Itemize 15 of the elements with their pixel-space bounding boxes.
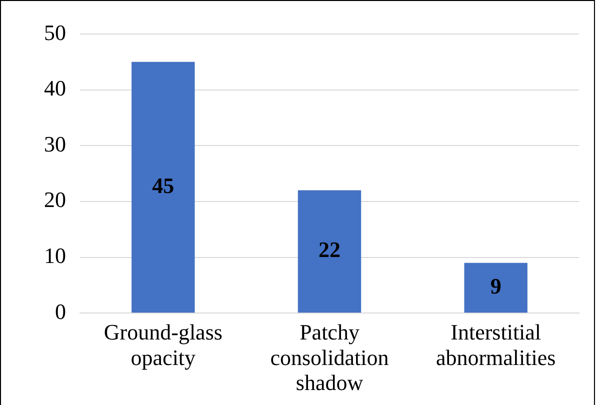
x-tick-label: Interstitial abnormalities bbox=[436, 320, 556, 370]
y-tick-label: 40 bbox=[44, 76, 66, 101]
bar bbox=[464, 262, 528, 313]
x-tick-label: Ground-glass opacity bbox=[104, 320, 222, 370]
y-tick-label: 50 bbox=[44, 20, 66, 45]
y-tick-label: 0 bbox=[55, 298, 66, 324]
data-label: 9 bbox=[490, 273, 502, 298]
y-tick-label: 20 bbox=[44, 187, 66, 212]
bar bbox=[132, 62, 195, 313]
data-label: 22 bbox=[318, 237, 340, 262]
y-tick-label: 30 bbox=[44, 131, 66, 156]
bar bbox=[298, 190, 362, 313]
data-label: 45 bbox=[152, 172, 174, 198]
y-tick-label: 10 bbox=[44, 243, 66, 268]
x-tick-label: Patchy consolidation shadow bbox=[270, 320, 389, 396]
